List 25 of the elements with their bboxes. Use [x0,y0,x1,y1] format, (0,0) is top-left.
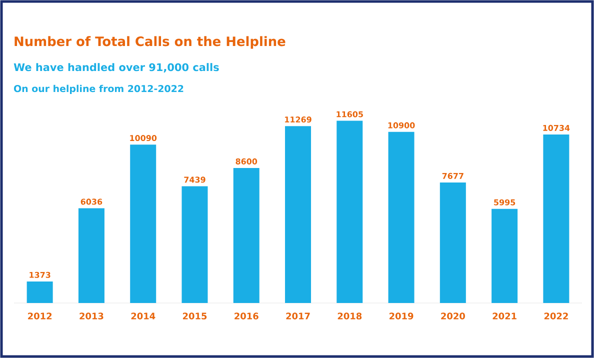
bar [182,186,208,303]
x-tick-label: 2016 [234,312,258,320]
x-tick-label: 2018 [338,312,362,320]
x-tick-label: 2014 [131,312,156,320]
bar [26,281,53,303]
x-tick-label: 2019 [390,312,414,320]
x-tick-label: 2020 [441,312,465,320]
bar [336,120,363,303]
bar [440,182,466,303]
x-tick-label: 2015 [182,312,207,320]
bar [388,132,414,303]
x-tick-label: 2017 [286,312,310,320]
x-tick-label: 2013 [80,312,104,320]
x-tick-label: 2012 [28,312,52,320]
bar [285,126,312,303]
chart-title: Number of Total Calls on the Helpline [14,36,286,49]
x-tick-label: 2022 [544,312,568,320]
bar [492,208,518,303]
bar [233,168,260,303]
bar [130,144,156,303]
chart-subtitle: We have handled over 91,000 calls [14,63,219,72]
x-tick-label: 2021 [492,312,516,320]
bar [78,208,104,303]
bar [543,134,570,303]
text: On our helpline from 2012-2022 [14,84,184,94]
